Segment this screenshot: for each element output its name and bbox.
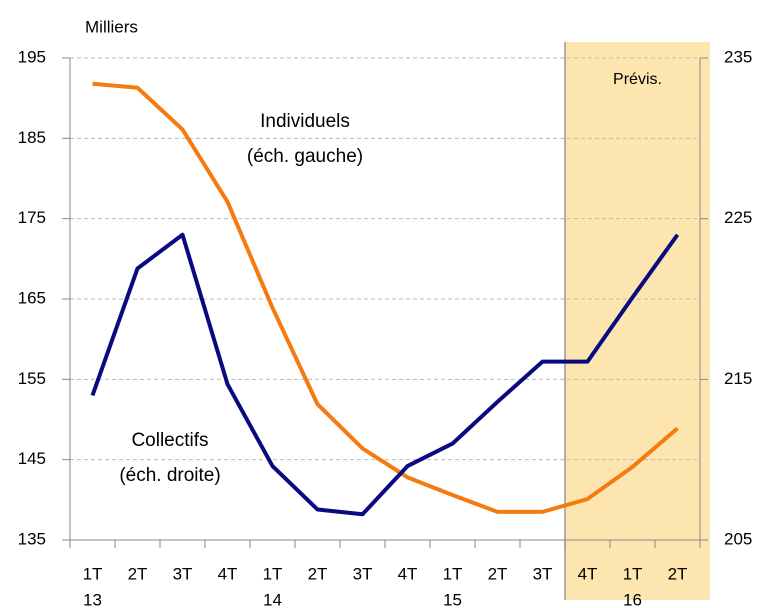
series-annotation: (éch. gauche) bbox=[247, 146, 363, 167]
x-tick-label: 3T bbox=[353, 564, 373, 583]
x-tick-label: 3T bbox=[533, 564, 553, 583]
y-axis-label: Milliers bbox=[85, 17, 138, 36]
x-tick-label: 14 bbox=[263, 590, 282, 608]
x-tick-label: 13 bbox=[83, 590, 102, 608]
x-tick-label: 4T bbox=[398, 564, 418, 583]
y-tick-label: 145 bbox=[18, 449, 46, 468]
x-tick-label: 1T bbox=[443, 564, 463, 583]
forecast-area bbox=[565, 42, 710, 600]
y-tick-label: 165 bbox=[18, 288, 46, 307]
y-tick-label: 185 bbox=[18, 128, 46, 147]
y-tick-label: 155 bbox=[18, 369, 46, 388]
x-tick-label: 2T bbox=[488, 564, 508, 583]
series-line bbox=[90, 232, 680, 517]
x-tick-label: 15 bbox=[443, 590, 462, 608]
forecast-label: Prévis. bbox=[613, 71, 662, 88]
x-tick-label: 16 bbox=[623, 590, 642, 608]
y2-tick-label: 235 bbox=[724, 47, 752, 66]
series-annotation: Individuels bbox=[260, 111, 350, 132]
x-tick-label: 2T bbox=[308, 564, 328, 583]
series-annotation: (éch. droite) bbox=[119, 465, 220, 486]
y2-tick-label: 215 bbox=[724, 369, 752, 388]
series-line bbox=[92, 81, 679, 514]
x-tick-label: 1T bbox=[623, 564, 643, 583]
x-tick-label: 2T bbox=[668, 564, 688, 583]
x-tick-label: 1T bbox=[83, 564, 103, 583]
y-tick-label: 175 bbox=[18, 208, 46, 227]
y-tick-label: 135 bbox=[18, 529, 46, 548]
x-tick-label: 1T bbox=[263, 564, 283, 583]
y2-tick-label: 225 bbox=[724, 208, 752, 227]
y2-tick-label: 205 bbox=[724, 529, 752, 548]
y-tick-label: 195 bbox=[18, 47, 46, 66]
x-tick-label: 4T bbox=[218, 564, 238, 583]
x-tick-label: 3T bbox=[173, 564, 193, 583]
x-tick-label: 4T bbox=[578, 564, 598, 583]
series-annotation: Collectifs bbox=[131, 430, 208, 451]
x-tick-label: 2T bbox=[128, 564, 148, 583]
